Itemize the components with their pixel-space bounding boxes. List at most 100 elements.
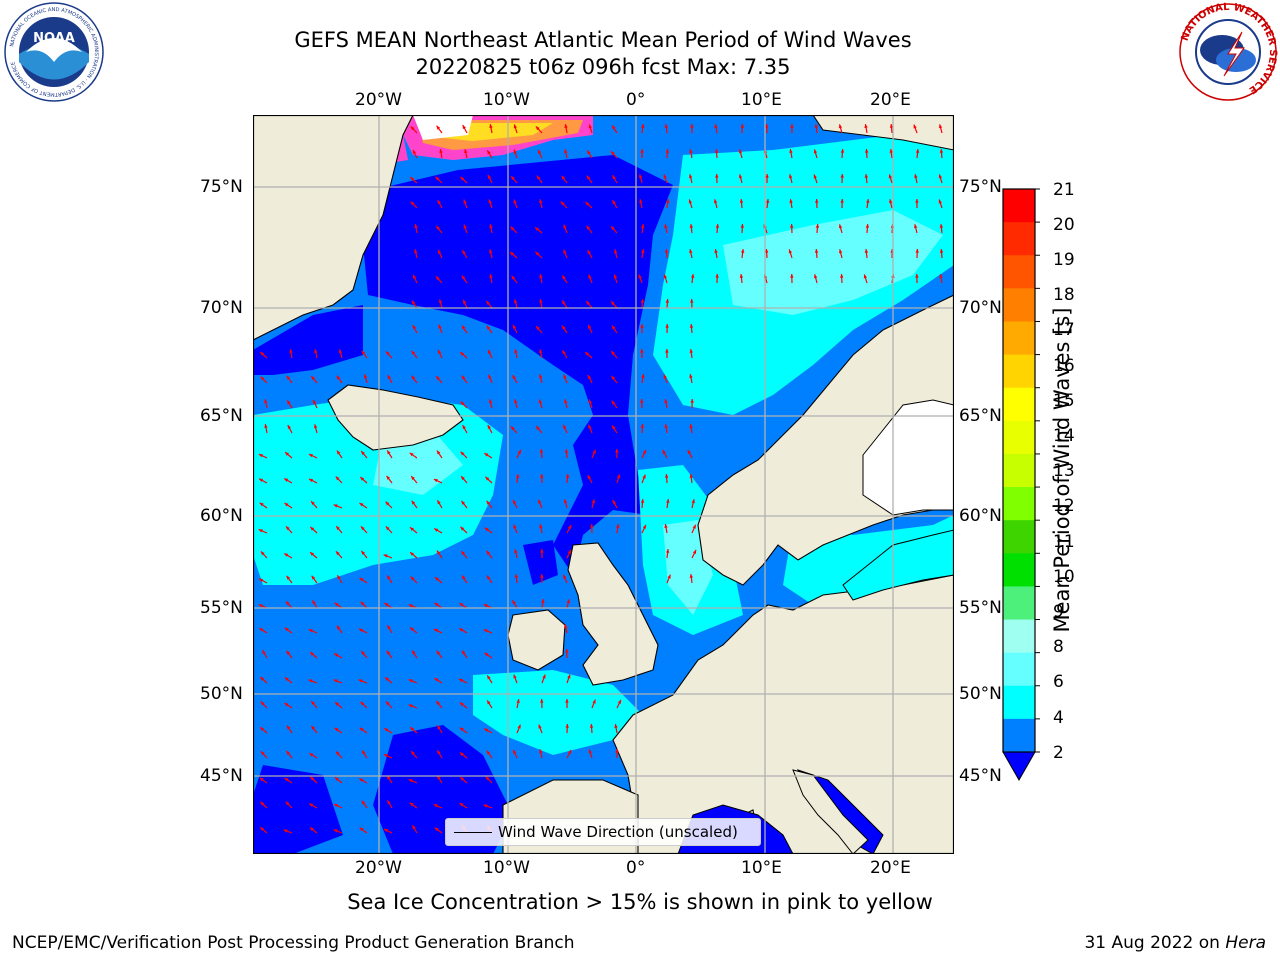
wave-vector-head (540, 549, 544, 553)
wave-vector-head (437, 500, 441, 505)
wave-vector-head (411, 350, 416, 355)
wave-vector-head (335, 702, 340, 706)
wave-vector-head (586, 225, 591, 230)
wave-vector-head (486, 550, 491, 555)
wave-vector-head (538, 499, 542, 504)
wave-vector-head (385, 501, 390, 506)
lat-label-left-75n: 75°N (200, 177, 243, 197)
wave-vector-head (715, 224, 720, 228)
wave-vector-head (611, 151, 615, 156)
wave-vector-head (564, 124, 568, 128)
wave-vector-head (410, 552, 414, 556)
wave-vector-head (383, 829, 388, 833)
wave-vector-head (563, 374, 567, 379)
wave-vector-head (535, 251, 540, 256)
baltic-sea (842, 529, 954, 601)
wave-vector-head (286, 375, 291, 380)
wave-vector-head (838, 224, 843, 229)
wave-vector-head (513, 299, 518, 304)
wave-vector-head (359, 577, 364, 582)
cb-tick-16: 16 (1053, 356, 1075, 376)
wave-vector-head (463, 224, 467, 229)
wave-vector-head (338, 349, 343, 354)
wave-vector-head (611, 375, 616, 380)
lon-label-top-0: 0° (626, 90, 646, 110)
wave-vector-head (359, 727, 364, 732)
wave-vector-head (517, 449, 521, 454)
wave-vector-head (461, 325, 466, 330)
cb-tick-13: 13 (1053, 461, 1075, 481)
wave-vector-head (692, 549, 697, 554)
wave-vector-head (765, 199, 770, 203)
wave-vector-head (939, 149, 944, 153)
wave-vector-head (460, 777, 465, 781)
wave-vector-head (414, 249, 418, 254)
wave-vector-head (567, 524, 572, 529)
wave-vector-head (308, 454, 313, 458)
colorbar-band (1003, 255, 1035, 289)
wave-vector-head (540, 699, 544, 703)
wave-vector-head (592, 699, 596, 704)
wave-vector-head (359, 503, 364, 507)
wave-vector-head (864, 149, 869, 153)
wave-vector-head (383, 754, 388, 758)
wave-vector-head (283, 829, 288, 833)
svalbard (812, 115, 954, 151)
wave-vector-head (538, 724, 542, 729)
wave-vector-head (511, 176, 515, 181)
wave-vector-head (665, 149, 670, 153)
wave-vector-head (309, 753, 314, 757)
wave-vector-head (540, 474, 544, 478)
wave-vector-head (566, 599, 570, 604)
wave-vector-head (611, 301, 615, 306)
wave-vector-head (611, 351, 615, 355)
wave-vector-head (513, 499, 517, 504)
wave-vector-head (690, 299, 694, 303)
wave-vector-head (486, 500, 491, 505)
wave-vector-head (665, 549, 670, 553)
wave-vector-head (511, 275, 516, 280)
wave-vector-head (434, 678, 439, 682)
wave-vector-head (715, 174, 719, 178)
wave-vector-head (334, 727, 339, 732)
wave-vector-head (664, 424, 668, 428)
wave-vector-head (514, 549, 518, 554)
wave-vector-head (262, 650, 266, 655)
wave-vector-head (538, 374, 543, 379)
wave-vector-head (640, 324, 644, 328)
wave-vector-head (485, 476, 490, 481)
wave-vector-head (463, 199, 467, 204)
footer-date: 31 Aug 2022 on Hera (1084, 932, 1266, 954)
wave-vector-head (260, 352, 265, 356)
wave-vector-head (640, 399, 644, 403)
wave-vector-head (409, 802, 414, 807)
wave-vector-head (515, 474, 520, 478)
wave-vector-head (614, 724, 618, 728)
wave-vector-head (384, 603, 389, 607)
wave-vector-head (336, 625, 341, 630)
wave-vector-head (913, 124, 917, 129)
wave-vector-head (888, 174, 893, 179)
wave-vector-head (665, 324, 669, 328)
wave-vector-head (488, 199, 492, 204)
wave-vector-head (640, 349, 644, 353)
wave-vector-head (563, 499, 568, 504)
wave-vector-head (489, 224, 493, 229)
colorbar-band (1003, 288, 1035, 322)
wave-vector-head (360, 601, 365, 606)
wave-vector-head (513, 199, 517, 204)
lat-label-right-65n: 65°N (959, 406, 1002, 426)
wave-vector-head (567, 549, 571, 554)
greenland (253, 115, 414, 341)
wave-vector-head (664, 124, 669, 128)
colorbar-band (1003, 685, 1035, 720)
cb-tick-4: 4 (1053, 708, 1064, 728)
wave-vector-head (739, 199, 744, 203)
wave-vector-head (866, 199, 870, 203)
wave-vector-head (690, 399, 694, 403)
wave-vector-head (565, 649, 569, 653)
wave-vector-head (461, 476, 465, 481)
wave-vector-head (258, 454, 263, 458)
wave-vector-head (535, 126, 540, 131)
wave-vector-head (567, 674, 571, 679)
